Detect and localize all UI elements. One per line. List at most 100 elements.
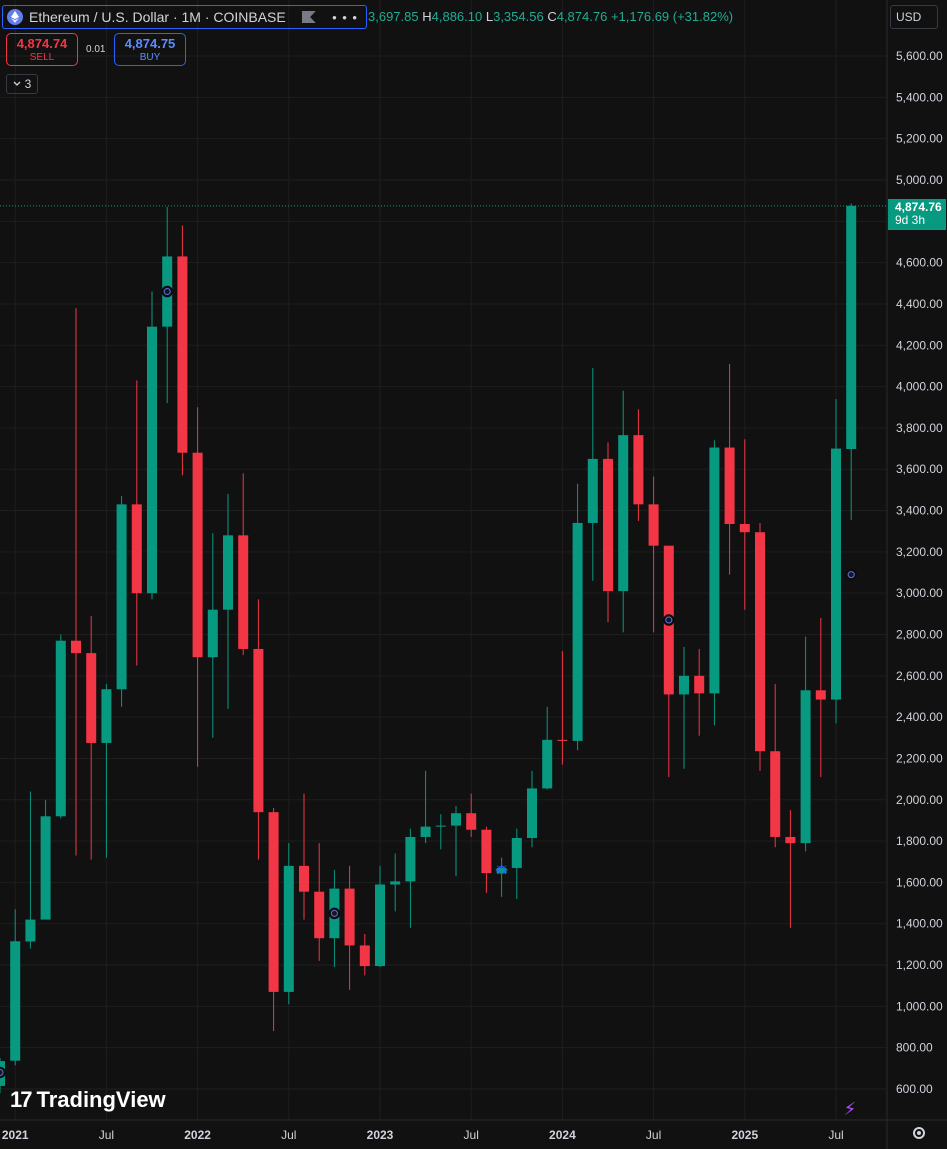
candle-body xyxy=(831,448,841,700)
candle-body xyxy=(496,867,507,874)
candle[interactable] xyxy=(770,684,781,848)
ohlc-open-value: 3,697.85 xyxy=(368,9,419,24)
candle-body xyxy=(375,884,385,967)
candle-body xyxy=(557,739,568,741)
candle[interactable] xyxy=(831,398,841,724)
flag-icon[interactable] xyxy=(301,11,316,23)
dividend-marker-ring xyxy=(163,288,171,296)
sparkle-assistant-icon[interactable]: ⚡ xyxy=(843,1099,857,1119)
y-tick-label: 4,000.00 xyxy=(896,380,943,394)
candle[interactable] xyxy=(527,770,537,848)
candle-body xyxy=(618,435,629,592)
candle-body xyxy=(466,813,477,830)
candle[interactable] xyxy=(223,494,233,709)
candle-body xyxy=(542,739,553,789)
candle-countdown: 9d 3h xyxy=(895,213,926,227)
indicators-toggle-button[interactable]: 3 xyxy=(6,74,38,94)
settings-gear-icon[interactable] xyxy=(913,1127,925,1139)
candle[interactable] xyxy=(116,496,127,707)
candle[interactable] xyxy=(238,473,249,656)
candle[interactable] xyxy=(71,308,81,856)
candle[interactable] xyxy=(679,646,689,769)
candle[interactable] xyxy=(648,476,659,633)
candle[interactable] xyxy=(542,706,553,790)
candle[interactable] xyxy=(694,648,705,736)
candle[interactable] xyxy=(785,810,796,928)
y-tick-label: 2,800.00 xyxy=(896,628,943,642)
candle[interactable] xyxy=(435,814,446,850)
candle-body xyxy=(344,888,355,946)
last-price-value: 4,874.76 xyxy=(895,200,942,214)
candle-body xyxy=(755,532,765,752)
candle[interactable] xyxy=(557,651,568,765)
candle[interactable] xyxy=(815,617,826,778)
candle[interactable] xyxy=(800,636,811,852)
candle[interactable] xyxy=(162,206,173,404)
candle[interactable] xyxy=(511,828,522,899)
y-tick-label: 1,200.00 xyxy=(896,958,943,972)
currency-selector[interactable]: USD xyxy=(890,5,938,29)
sell-button[interactable]: 4,874.74 SELL xyxy=(6,33,78,66)
candle[interactable] xyxy=(253,599,264,860)
candle[interactable] xyxy=(192,407,203,767)
candle[interactable] xyxy=(572,483,583,751)
candle[interactable] xyxy=(25,791,36,949)
candle-body xyxy=(86,653,97,743)
candle[interactable] xyxy=(451,805,461,877)
candle[interactable] xyxy=(709,440,720,726)
candle[interactable] xyxy=(466,793,477,837)
candle[interactable] xyxy=(481,826,492,893)
candle[interactable] xyxy=(739,439,750,610)
candle[interactable] xyxy=(618,390,629,633)
candle[interactable] xyxy=(55,634,66,819)
candle[interactable] xyxy=(344,865,355,990)
candle[interactable] xyxy=(375,865,385,968)
candle-body xyxy=(679,675,689,695)
candle[interactable] xyxy=(268,808,279,1032)
candle[interactable] xyxy=(846,203,857,520)
tradingview-logo[interactable]: 17 TradingView xyxy=(10,1087,166,1113)
candle[interactable] xyxy=(420,770,431,844)
buy-button[interactable]: 4,874.75 BUY xyxy=(114,33,186,66)
more-options-icon[interactable]: • • • xyxy=(332,9,358,25)
x-tick-label: Jul xyxy=(646,1128,661,1142)
candle-body xyxy=(25,919,36,942)
candle[interactable] xyxy=(10,909,21,1066)
candle-body xyxy=(177,256,188,453)
candle[interactable] xyxy=(663,545,674,778)
candle[interactable] xyxy=(40,799,51,920)
y-tick-label: 5,600.00 xyxy=(896,49,943,63)
y-tick-label: 5,200.00 xyxy=(896,132,943,146)
candle[interactable] xyxy=(390,853,401,912)
candle-body xyxy=(709,447,720,694)
candle[interactable] xyxy=(587,367,598,581)
candle[interactable] xyxy=(207,533,218,738)
candle[interactable] xyxy=(496,857,507,897)
candle[interactable] xyxy=(299,793,309,920)
candle[interactable] xyxy=(86,615,97,860)
y-tick-label: 2,400.00 xyxy=(896,710,943,724)
candle[interactable] xyxy=(131,380,142,666)
candle[interactable] xyxy=(603,442,613,623)
dividend-marker-ring xyxy=(847,571,855,579)
candle[interactable] xyxy=(283,843,294,1005)
candle[interactable] xyxy=(755,522,765,771)
x-tick-label: 2025 xyxy=(731,1128,758,1142)
candle[interactable] xyxy=(147,291,157,600)
candle-body xyxy=(587,458,598,523)
candle-body xyxy=(268,812,279,992)
candle-body xyxy=(633,435,644,505)
candle[interactable] xyxy=(633,409,644,521)
split-marker-ray xyxy=(497,872,499,875)
ohlc-close-key: C xyxy=(547,9,557,24)
candle[interactable] xyxy=(177,225,188,476)
candle[interactable] xyxy=(405,828,416,928)
symbol-info-box[interactable]: Ethereum / U.S. Dollar · 1M · COINBASE •… xyxy=(2,5,367,29)
candle[interactable] xyxy=(314,843,325,961)
candle[interactable] xyxy=(724,363,735,575)
candle[interactable] xyxy=(101,684,112,858)
candle[interactable] xyxy=(359,934,370,976)
y-tick-label: 3,800.00 xyxy=(896,421,943,435)
